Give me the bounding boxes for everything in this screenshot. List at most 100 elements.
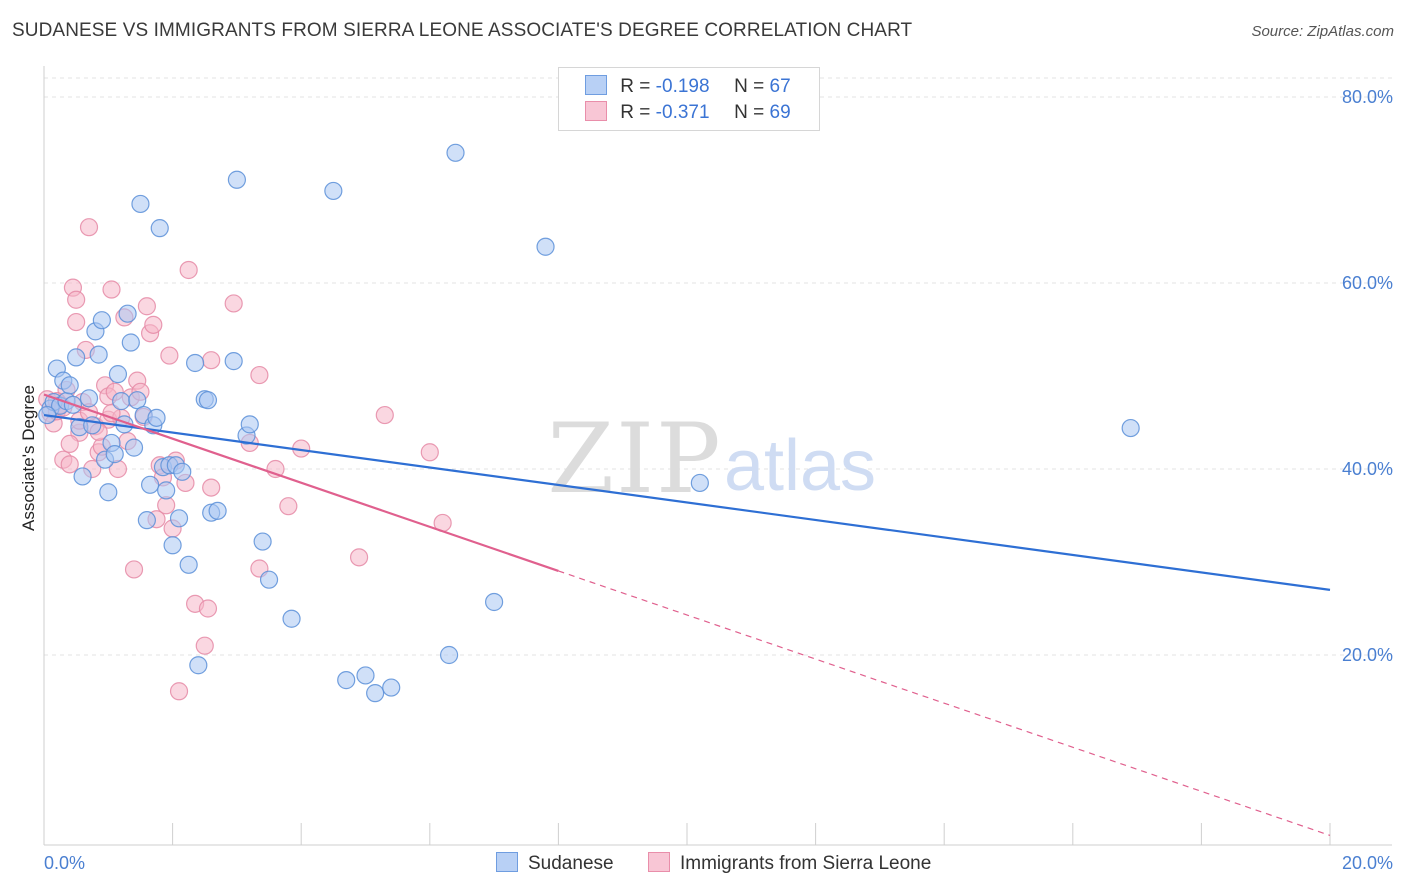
sierra-leone-point <box>60 434 79 453</box>
sudanese-point <box>690 473 709 493</box>
sudanese-point <box>83 416 102 435</box>
sudanese-trend-line <box>43 413 1331 591</box>
sudanese-point <box>366 684 385 703</box>
sierra-leone-point <box>202 351 221 370</box>
bottom-legend-swatch-pink <box>648 852 670 872</box>
sudanese-point <box>485 592 504 612</box>
sierra-leone-point <box>67 290 86 309</box>
sierra-leone-trend-extension <box>558 570 1331 836</box>
sierra-leone-point <box>279 497 298 516</box>
sudanese-point <box>124 438 144 457</box>
sierra-leone-point <box>160 346 179 365</box>
legend-n-label: N = <box>734 102 765 123</box>
source-label: Source: ZipAtlas.com <box>1251 23 1394 40</box>
sudanese-point <box>157 481 176 500</box>
sierra-leone-point <box>224 294 243 313</box>
bottom-legend-label-sudanese: Sudanese <box>528 853 614 874</box>
sudanese-point <box>173 462 192 481</box>
sudanese-point <box>446 143 465 162</box>
sudanese-point <box>105 445 124 464</box>
sudanese-point <box>240 415 259 434</box>
sudanese-point <box>324 181 343 201</box>
sudanese-point <box>73 467 92 486</box>
sierra-leone-point <box>144 315 163 334</box>
legend-r-value: -0.198 <box>655 76 710 97</box>
sudanese-point <box>337 671 356 690</box>
sudanese-point <box>99 483 118 502</box>
sudanese-point <box>112 392 131 411</box>
sudanese-point <box>108 365 128 384</box>
sierra-leone-point <box>102 280 121 299</box>
sudanese-point <box>356 666 375 685</box>
sierra-leone-point <box>250 365 269 385</box>
y-axis-title: Associate's Degree <box>19 385 38 531</box>
sierra-leone-point <box>195 636 214 655</box>
sudanese-point <box>137 511 156 530</box>
sudanese-point <box>1121 418 1140 438</box>
bottom-legend-swatch-blue <box>496 852 518 872</box>
sudanese-point <box>198 391 218 410</box>
sudanese-point <box>282 609 301 628</box>
sierra-leone-point <box>67 312 86 332</box>
legend-swatch-blue <box>585 75 607 95</box>
sierra-leone-point <box>60 455 79 474</box>
chart-title: SUDANESE VS IMMIGRANTS FROM SIERRA LEONE… <box>12 20 913 41</box>
legend-r-value: -0.371 <box>655 102 710 123</box>
sierra-leone-point <box>349 548 369 567</box>
sudanese-point <box>147 408 166 427</box>
y-tick-label: 80.0% <box>1342 87 1393 107</box>
sierra-leone-point <box>420 443 439 462</box>
sudanese-point <box>439 645 459 665</box>
sierra-leone-point <box>202 478 221 497</box>
legend-swatch-pink <box>585 101 607 121</box>
sierra-leone-point <box>179 260 198 280</box>
x-tick-label-min: 0.0% <box>44 853 85 873</box>
sudanese-point <box>224 352 243 371</box>
sudanese-point <box>121 333 140 352</box>
sierra-leone-point <box>79 218 99 237</box>
sudanese-point <box>79 389 99 408</box>
axes <box>43 66 1392 846</box>
legend-row-sudanese: R = -0.198 N = 67 <box>585 75 791 99</box>
sierra-leone-point <box>102 404 121 423</box>
watermark-zip: ZIP <box>547 403 722 515</box>
sudanese-point <box>382 678 401 697</box>
legend-r-label: R = <box>620 76 651 97</box>
trend-lines <box>43 393 1331 836</box>
correlation-legend: R = -0.198 N = 67 R = -0.371 N = 69 <box>558 67 820 131</box>
sierra-leone-point <box>198 599 218 618</box>
sudanese-point <box>140 475 160 494</box>
tick-labels: 20.0% 40.0% 60.0% 80.0% 0.0% 20.0% <box>44 87 1393 873</box>
sudanese-point <box>92 311 111 330</box>
sierra-leone-point <box>375 405 394 425</box>
sudanese-point <box>259 570 279 589</box>
legend-n-value: 67 <box>769 76 791 97</box>
sierra-leone-point <box>124 560 144 579</box>
sudanese-point <box>163 536 182 555</box>
legend-n-value: 69 <box>769 102 791 123</box>
sierra-leone-point <box>137 297 156 316</box>
sudanese-point <box>131 194 150 214</box>
sudanese-point <box>253 532 272 551</box>
sudanese-point <box>186 353 205 373</box>
sudanese-point <box>208 501 227 520</box>
watermark-atlas: atlas <box>724 426 876 506</box>
sudanese-point <box>189 656 208 675</box>
sudanese-point <box>536 237 555 256</box>
sudanese-points <box>38 143 1140 703</box>
sudanese-point <box>179 555 198 574</box>
bottom-legend-sierra-leone: Immigrants from Sierra Leone <box>648 852 931 875</box>
legend-r-label: R = <box>620 102 651 123</box>
sudanese-point <box>150 219 169 238</box>
sudanese-point <box>169 509 189 528</box>
sudanese-point <box>67 348 86 367</box>
legend-row-sierra-leone: R = -0.371 N = 69 <box>585 101 791 125</box>
sudanese-point <box>89 345 108 364</box>
sierra-leone-trend-line <box>43 393 559 572</box>
sudanese-point <box>118 304 137 323</box>
sudanese-point <box>60 376 79 395</box>
x-tick-label-max: 20.0% <box>1342 853 1393 873</box>
bottom-legend-sudanese: Sudanese <box>496 852 614 875</box>
bottom-legend-label-sierra-leone: Immigrants from Sierra Leone <box>680 853 932 874</box>
